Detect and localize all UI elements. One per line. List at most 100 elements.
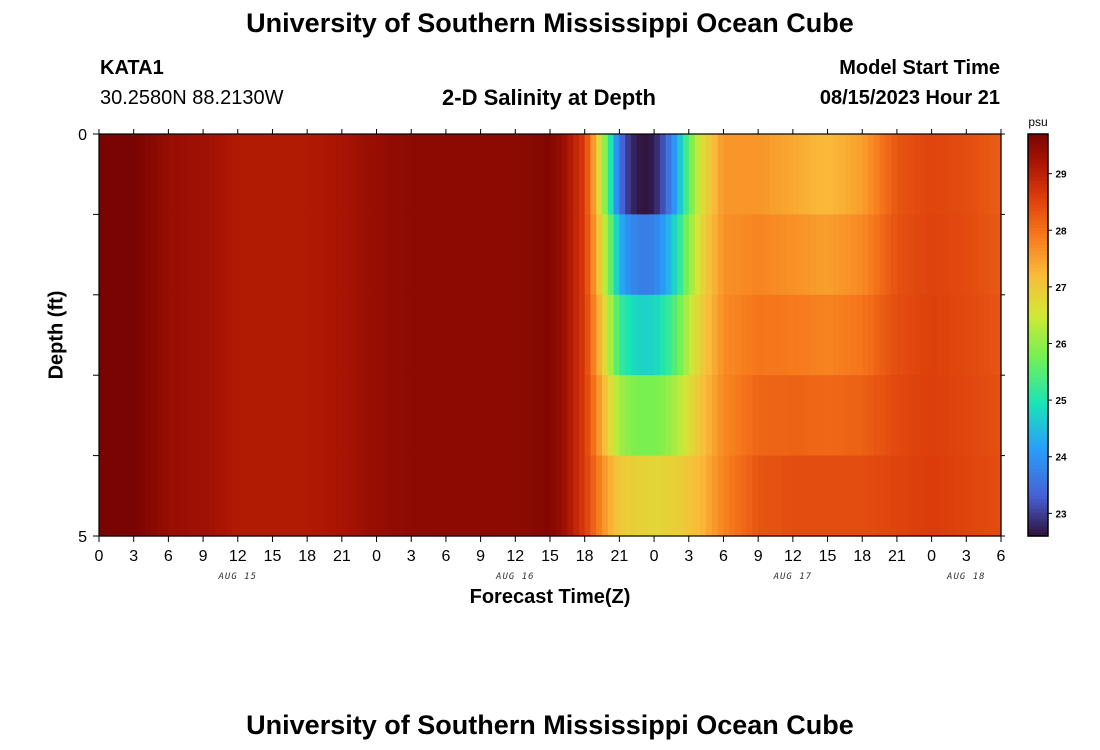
heatmap-cell	[544, 455, 551, 537]
heatmap-cell	[758, 455, 765, 537]
x-tick-label: 6	[719, 548, 728, 565]
heatmap-cell	[896, 214, 904, 296]
heatmap-cell	[792, 375, 800, 457]
colorbar-swatch	[1028, 405, 1048, 410]
colorbar-swatch	[1028, 294, 1048, 299]
heatmap-cell	[885, 134, 892, 215]
heatmap-cell	[815, 214, 823, 296]
heatmap-cell	[717, 375, 725, 457]
heatmap-cell	[602, 455, 609, 537]
heatmap-cell	[694, 134, 701, 215]
heatmap-cell	[336, 375, 343, 457]
heatmap-cell	[590, 375, 597, 457]
heatmap-cell	[914, 134, 921, 215]
heatmap-cell	[590, 294, 597, 376]
heatmap-cell	[688, 134, 696, 215]
heatmap-cell	[775, 294, 782, 376]
heatmap-cell	[162, 214, 169, 296]
heatmap-cell	[497, 294, 505, 376]
x-tick-label: 15	[541, 548, 559, 565]
colorbar-swatch	[1028, 335, 1048, 339]
heatmap-cell	[237, 375, 245, 457]
x-tick-label: 0	[650, 548, 659, 565]
heatmap-cell	[839, 134, 846, 215]
x-tick-label: 12	[506, 548, 524, 565]
colorbar-tick-label: 23	[1055, 509, 1067, 520]
heatmap-cell	[740, 214, 748, 296]
colorbar-swatch	[1028, 505, 1048, 510]
colorbar-swatch	[1028, 254, 1048, 259]
heatmap-cell	[197, 134, 204, 215]
heatmap-cell	[127, 214, 135, 296]
heatmap-cell	[289, 214, 297, 296]
heatmap-cell	[284, 375, 291, 457]
heatmap-cell	[492, 214, 499, 296]
heatmap-cell	[972, 214, 979, 296]
heatmap-cell	[619, 214, 626, 296]
heatmap-cell	[382, 294, 389, 376]
colorbar-swatch	[1028, 201, 1048, 205]
heatmap-cell	[659, 214, 667, 296]
heatmap-cell	[174, 134, 181, 215]
heatmap-cell	[758, 294, 765, 376]
heatmap-cell	[677, 134, 684, 215]
heatmap-cell	[763, 134, 771, 215]
heatmap-cell	[659, 134, 667, 215]
heatmap-cell	[214, 294, 222, 376]
heatmap-cell	[607, 294, 615, 376]
heatmap-cell	[151, 214, 158, 296]
colorbar-swatch	[1028, 428, 1048, 433]
heatmap-cell	[156, 214, 164, 296]
heatmap-cell	[787, 214, 794, 296]
heatmap-cell	[578, 455, 586, 537]
heatmap-cell	[769, 375, 777, 457]
heatmap-cell	[648, 134, 655, 215]
heatmap-cell	[578, 134, 586, 215]
heatmap-cell	[966, 134, 973, 215]
heatmap-cell	[168, 134, 175, 215]
colorbar-swatch	[1028, 525, 1048, 530]
heatmap-cell	[896, 294, 904, 376]
heatmap-cell	[827, 375, 834, 457]
heatmap-cell	[844, 214, 852, 296]
heatmap-cell	[434, 214, 441, 296]
heatmap-cell	[856, 294, 863, 376]
colorbar-swatch	[1028, 247, 1048, 252]
heatmap-cell	[688, 375, 696, 457]
x-tick-label: 21	[610, 548, 628, 565]
heatmap-cell	[521, 455, 528, 537]
colorbar-swatch	[1028, 278, 1048, 282]
heatmap-cell	[526, 294, 534, 376]
heatmap-cell	[422, 455, 430, 537]
heatmap-cell	[879, 455, 886, 537]
colorbar-swatch	[1028, 375, 1048, 380]
heatmap-cell	[509, 214, 516, 296]
heatmap-cell	[399, 375, 407, 457]
heatmap-cell	[787, 375, 794, 457]
heatmap-cell	[642, 214, 649, 296]
heatmap-cell	[943, 134, 950, 215]
colorbar-swatch	[1028, 184, 1048, 189]
heatmap-cell	[781, 375, 788, 457]
heatmap-cell	[388, 375, 395, 457]
heatmap-cell	[798, 294, 806, 376]
heatmap-cell	[567, 294, 574, 376]
heatmap-cell	[497, 214, 505, 296]
heatmap-cell	[931, 134, 938, 215]
heatmap-cell	[226, 134, 233, 215]
colorbar-swatch	[1028, 515, 1048, 520]
heatmap-cell	[896, 455, 904, 537]
heatmap-cell	[243, 294, 250, 376]
heatmap-cell	[758, 214, 765, 296]
heatmap-cell	[532, 375, 540, 457]
heatmap-cell	[682, 375, 690, 457]
heatmap-cell	[561, 134, 568, 215]
heatmap-cell	[706, 375, 713, 457]
colorbar-swatch	[1028, 418, 1048, 423]
heatmap-cell	[422, 214, 430, 296]
heatmap-cell	[237, 134, 245, 215]
heatmap-cell	[486, 294, 493, 376]
heatmap-cell	[359, 134, 366, 215]
heatmap-cell	[127, 134, 135, 215]
